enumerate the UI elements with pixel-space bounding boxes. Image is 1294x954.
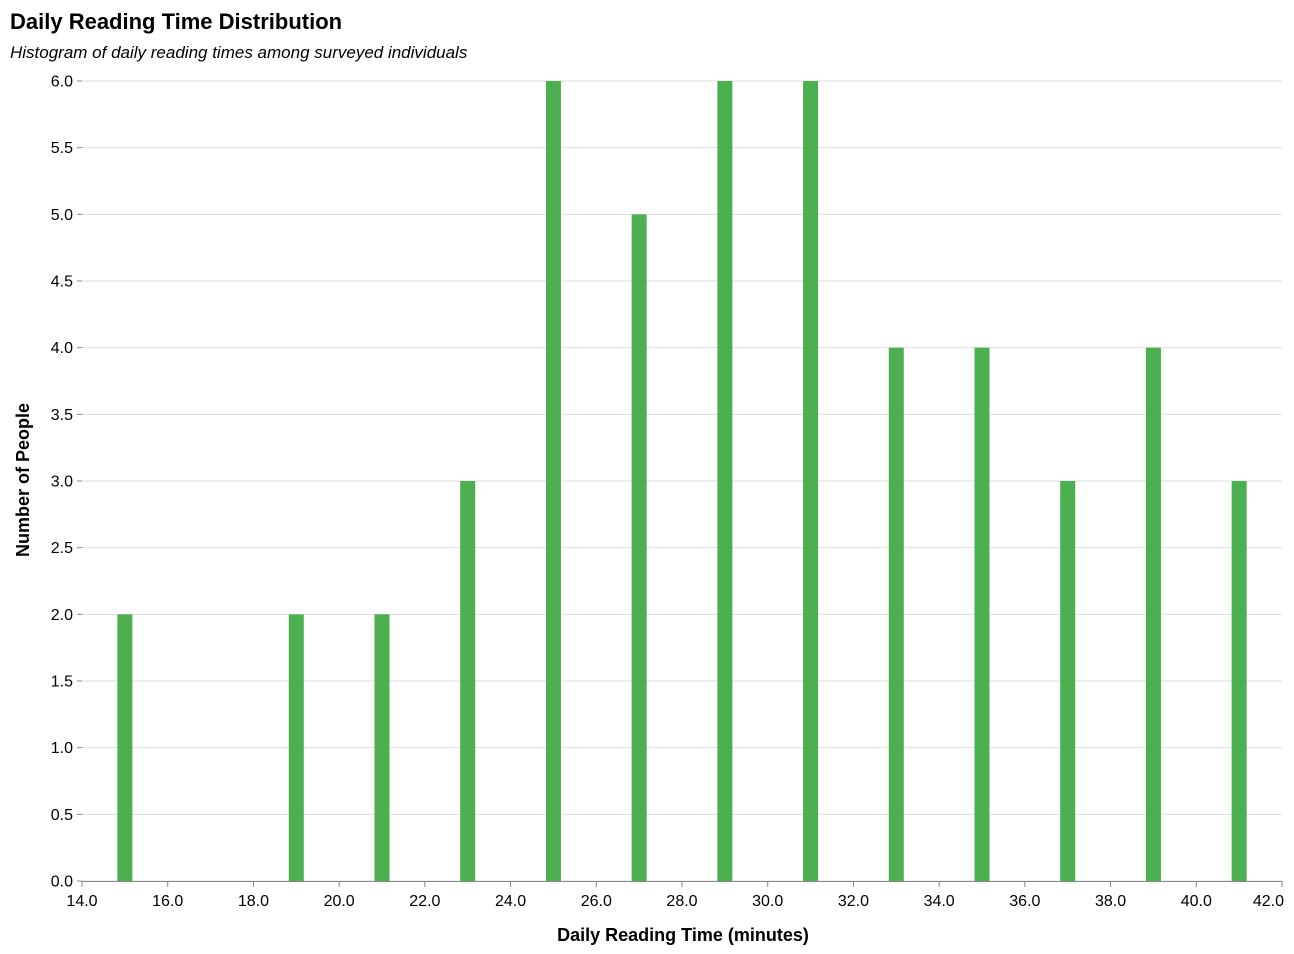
y-axis-ticks: 0.0 0.5 1.0 1.5 2.0 2.5 3.0 3.5 4.0 4.5 5.0 5.5 6.0 <box>51 74 82 891</box>
bars <box>117 81 1247 882</box>
chart-subtitle: Histogram of daily reading times among s… <box>10 43 468 62</box>
x-tick-label: 28.0 <box>666 893 697 910</box>
x-axis-title: Daily Reading Time (minutes) <box>557 925 809 945</box>
histogram-bar <box>888 347 904 882</box>
x-tick-label: 14.0 <box>66 893 97 910</box>
x-tick-label: 24.0 <box>495 893 526 910</box>
histogram-bar <box>117 614 133 881</box>
y-tick-label: 2.0 <box>51 607 73 624</box>
histogram-bar <box>974 347 990 882</box>
y-tick-label: 3.0 <box>51 474 73 491</box>
y-tick-label: 5.0 <box>51 207 73 224</box>
x-tick-label: 30.0 <box>752 893 783 910</box>
y-tick-label: 0.5 <box>51 807 73 824</box>
histogram-bar <box>460 481 476 881</box>
y-tick-label: 0.0 <box>51 874 73 891</box>
x-tick-label: 36.0 <box>1009 893 1040 910</box>
histogram-bar <box>717 81 733 881</box>
histogram-bar <box>803 81 819 881</box>
chart-title: Daily Reading Time Distribution <box>10 9 342 34</box>
y-tick-label: 6.0 <box>51 74 73 91</box>
histogram-bar <box>288 614 304 881</box>
x-tick-label: 38.0 <box>1095 893 1126 910</box>
histogram-bar <box>1060 481 1076 881</box>
x-tick-label: 40.0 <box>1181 893 1212 910</box>
histogram-bar <box>545 81 561 881</box>
x-tick-label: 42.0 <box>1253 893 1284 910</box>
histogram-bar <box>1231 481 1247 881</box>
x-tick-label: 34.0 <box>924 893 955 910</box>
x-tick-label: 16.0 <box>152 893 183 910</box>
histogram-bar <box>631 214 647 882</box>
y-tick-label: 2.5 <box>51 540 73 557</box>
y-tick-label: 4.0 <box>51 340 73 357</box>
y-tick-label: 1.0 <box>51 740 73 757</box>
x-tick-label: 20.0 <box>324 893 355 910</box>
histogram-bar <box>1145 347 1161 882</box>
x-tick-label: 22.0 <box>409 893 440 910</box>
x-axis-ticks: 14.0 16.0 18.0 20.0 22.0 24.0 26.0 28.0 30.0 32.0… <box>66 881 1284 910</box>
x-tick-label: 18.0 <box>238 893 269 910</box>
y-tick-label: 1.5 <box>51 674 73 691</box>
gridlines <box>82 80 1282 882</box>
histogram-bar <box>374 614 390 881</box>
x-tick-label: 26.0 <box>581 893 612 910</box>
x-tick-label: 32.0 <box>838 893 869 910</box>
y-tick-label: 4.5 <box>51 274 73 291</box>
y-tick-label: 5.5 <box>51 140 73 157</box>
y-axis-title: Number of People <box>13 403 33 557</box>
y-tick-label: 3.5 <box>51 407 73 424</box>
